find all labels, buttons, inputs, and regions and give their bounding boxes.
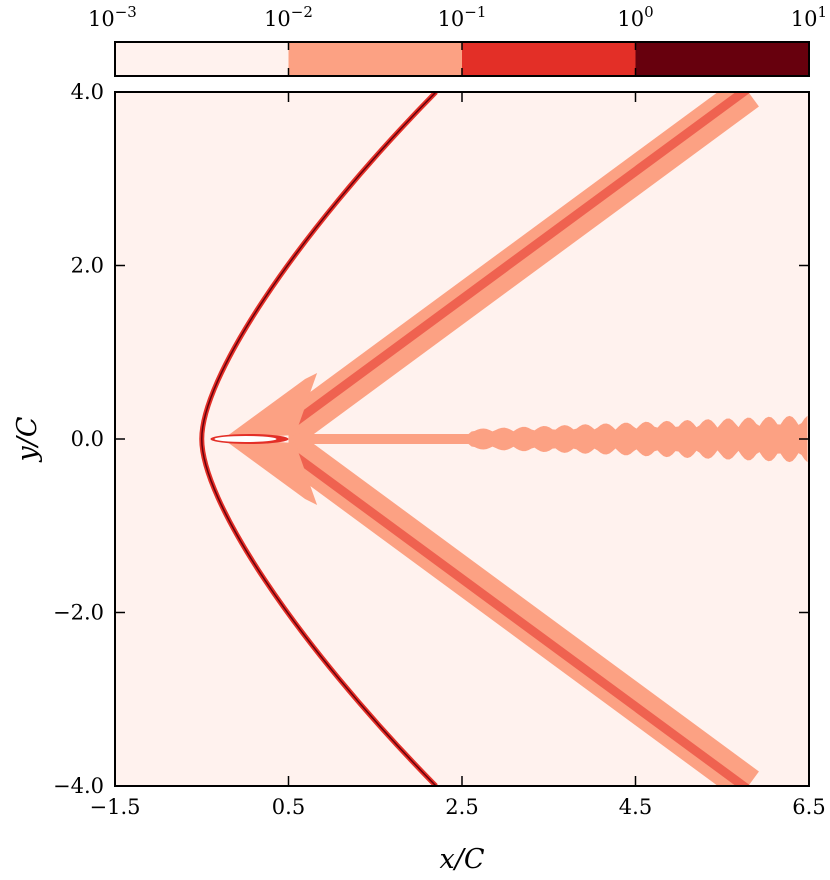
airfoil [214, 436, 277, 442]
y-tick-label: −2.0 [53, 601, 104, 625]
colorbar-tick-label: 10−1 [438, 3, 487, 31]
x-tick-label: 4.5 [619, 795, 652, 819]
plot-area: −1.5 0.5 2.5 4.5 6.5 −4.0 −2.0 0.0 2.0 4.0 [53, 80, 826, 819]
flow-features [199, 92, 808, 786]
y-axis-tick-labels: −4.0 −2.0 0.0 2.0 4.0 [53, 80, 104, 798]
y-axis-label: y/C [12, 416, 43, 462]
x-tick-label: 0.5 [272, 795, 305, 819]
x-axis-label: x/C [440, 844, 485, 875]
colorbar-segments [115, 42, 809, 76]
x-axis-ticks [114, 92, 810, 786]
colorbar-tick-label: 10−3 [88, 3, 137, 31]
y-tick-label: 0.0 [71, 427, 104, 451]
x-tick-label: −1.5 [90, 795, 141, 819]
wake-band [288, 415, 808, 463]
oblique-shock-upper-core [291, 92, 751, 426]
colorbar-segment [462, 42, 636, 76]
colorbar-tick-exponent: −2 [291, 3, 313, 21]
oblique-shock-lower-core [291, 452, 751, 786]
colorbar-tick-label: 100 [617, 3, 653, 31]
bow-shock-core [200, 92, 437, 786]
y-tick-label: 4.0 [71, 80, 104, 104]
colorbar-tick-exponent: −3 [115, 3, 137, 21]
y-tick-label: 2.0 [71, 254, 104, 278]
colorbar: 10−3 10−2 10−1 100 101 [88, 3, 827, 77]
colorbar-tick-exponent: 0 [644, 3, 654, 21]
colorbar-segment [288, 42, 462, 76]
colorbar-tick-base: 10 [438, 7, 465, 31]
colorbar-tick-base: 10 [264, 7, 291, 31]
colorbar-tick-label: 101 [791, 3, 827, 31]
colorbar-ticks [114, 42, 810, 76]
colorbar-tick-base: 10 [617, 7, 644, 31]
feather-shock [223, 439, 318, 505]
y-axis-ticks [115, 91, 809, 787]
y-tick-label: −4.0 [53, 774, 104, 798]
colorbar-tick-label: 10−2 [264, 3, 313, 31]
colorbar-tick-labels: 10−3 10−2 10−1 100 101 [88, 3, 827, 31]
colorbar-segment [115, 42, 289, 76]
colorbar-tick-base: 10 [791, 7, 818, 31]
colorbar-tick-exponent: −1 [464, 3, 486, 21]
feather-shock [223, 373, 318, 439]
x-tick-label: 6.5 [792, 795, 825, 819]
x-tick-label: 2.5 [445, 795, 478, 819]
colorbar-segment [635, 42, 809, 76]
x-axis-tick-labels: −1.5 0.5 2.5 4.5 6.5 [90, 795, 826, 819]
colorbar-tick-base: 10 [88, 7, 115, 31]
colorbar-tick-exponent: 1 [817, 3, 827, 21]
